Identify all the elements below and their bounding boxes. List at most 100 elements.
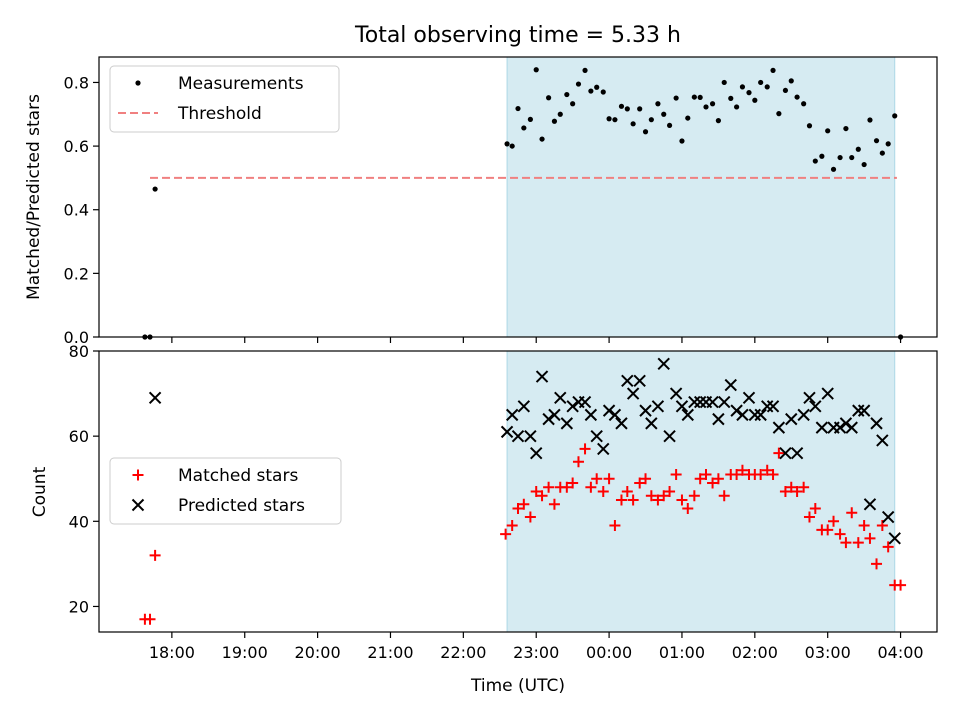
bottom-predicted-point <box>718 395 731 409</box>
bottom-predicted-point <box>675 400 689 413</box>
bottom-predicted-point <box>517 400 531 413</box>
top-measurement-point <box>570 101 576 107</box>
bottom-matched-point <box>718 490 730 502</box>
bottom-matched-point <box>609 520 621 532</box>
bottom-predicted-point <box>803 391 816 405</box>
bottom-matched-point <box>548 498 560 510</box>
top-measurement-point <box>855 146 861 152</box>
bottom-predicted-point <box>761 400 774 413</box>
bottom-predicted-point <box>621 374 634 388</box>
bottom-predicted-point <box>681 408 694 422</box>
bottom-predicted-point <box>578 395 592 409</box>
bottom-matched-point <box>707 477 719 489</box>
bottom-predicted-point <box>870 417 883 430</box>
bottom-predicted-point <box>663 429 676 443</box>
bottom-predicted-point <box>657 357 670 370</box>
top-y-axis-label: Matched/Predicted stars <box>24 94 44 300</box>
top-measurement-point <box>624 106 630 112</box>
top-measurement-point <box>825 128 831 134</box>
bottom-matched-point <box>688 490 700 502</box>
bottom-y-tick-label: 80 <box>69 342 89 361</box>
bottom-predicted-point <box>876 434 889 447</box>
bottom-matched-point <box>871 558 883 570</box>
bottom-matched-point <box>658 490 670 502</box>
top-measurement-point <box>721 79 727 86</box>
top-measurement-point <box>776 111 782 117</box>
bottom-matched-point <box>518 498 530 510</box>
bottom-predicted-point <box>500 425 514 439</box>
top-measurement-point <box>849 154 855 161</box>
bottom-predicted-point <box>560 417 574 430</box>
x-tick-label: 23:00 <box>513 643 559 662</box>
x-axis-label: Time (UTC) <box>470 676 565 696</box>
top-measurement-point <box>728 95 734 101</box>
bottom-matched-point <box>840 537 852 549</box>
bottom-matched-point <box>694 473 706 485</box>
bottom-predicted-point <box>863 498 877 511</box>
top-measurement-point <box>521 125 527 131</box>
bottom-matched-point <box>603 473 615 485</box>
bottom-matched-point <box>773 447 785 459</box>
top-measurement-point <box>509 143 515 149</box>
bottom-predicted-point <box>688 395 701 409</box>
top-measurement-point <box>830 166 837 172</box>
bottom-predicted-point <box>845 421 858 434</box>
top-measurement-point <box>594 84 600 90</box>
top-measurement-point <box>885 141 891 147</box>
top-measurement-point <box>715 118 721 124</box>
bottom-matched-point <box>834 528 846 540</box>
top-measurement-point <box>642 129 649 135</box>
bottom-predicted-point <box>633 374 646 388</box>
bottom-matched-point <box>500 528 512 540</box>
bottom-predicted-point <box>815 421 829 434</box>
bottom-matched-point <box>597 486 609 497</box>
bottom-matched-point <box>591 473 603 485</box>
bottom-matched-point <box>512 503 524 515</box>
bottom-matched-point <box>700 468 712 480</box>
bottom-predicted-point <box>852 404 865 417</box>
bottom-matched-point <box>895 579 907 591</box>
bottom-predicted-point <box>669 387 683 400</box>
bottom-predicted-point <box>566 400 579 413</box>
bottom-matched-point <box>530 486 542 497</box>
top-measurement-point <box>533 67 539 73</box>
bottom-predicted-point <box>542 412 555 426</box>
bottom-predicted-point <box>857 404 871 417</box>
bottom-predicted-point <box>645 417 658 430</box>
bottom-predicted-point <box>833 421 847 434</box>
bottom-predicted-point <box>766 400 780 413</box>
bottom-matched-point <box>785 481 797 493</box>
top-measurement-point <box>546 95 552 101</box>
bottom-matched-point <box>779 486 791 497</box>
bottom-matched-point <box>579 443 591 455</box>
bottom-matched-point <box>712 473 724 485</box>
top-measurement-point <box>637 106 643 112</box>
top-legend-label: Measurements <box>178 74 304 94</box>
bottom-predicted-point <box>724 378 737 392</box>
x-tick-label: 04:00 <box>878 643 924 662</box>
top-measurement-point <box>788 78 794 84</box>
bottom-y-tick-label: 40 <box>69 512 89 531</box>
bottom-matched-point <box>852 537 864 549</box>
top-measurement-point <box>782 87 789 94</box>
top-measurement-point <box>666 122 673 129</box>
bottom-legend-x-marker <box>131 498 145 512</box>
bottom-matched-point <box>803 511 815 523</box>
x-tick-label: 19:00 <box>222 643 268 662</box>
top-y-tick-label: 0.2 <box>64 264 89 283</box>
chart-title: Total observing time = 5.33 h <box>354 23 681 48</box>
top-measurement-point <box>801 101 807 107</box>
bottom-matched-point <box>882 541 894 553</box>
top-measurement-point <box>661 111 667 117</box>
top-measurement-point <box>867 117 873 123</box>
top-measurement-point <box>734 104 740 110</box>
top-y-tick-label: 0.8 <box>64 73 89 92</box>
top-measurement-point <box>539 136 545 142</box>
bottom-predicted-point <box>530 446 543 460</box>
top-measurement-point <box>739 84 746 90</box>
top-measurement-point <box>655 101 661 107</box>
bottom-matched-point <box>585 481 597 493</box>
bottom-predicted-point <box>626 387 640 400</box>
